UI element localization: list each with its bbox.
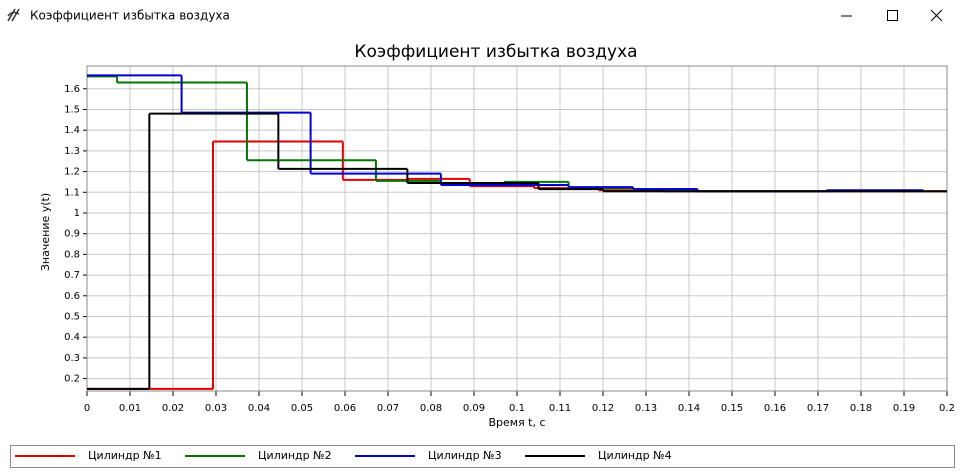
- x-tick-label: 0.15: [721, 403, 743, 414]
- x-tick-label: 0.04: [248, 403, 270, 414]
- x-tick-label: 0.06: [334, 403, 356, 414]
- y-tick-label: 1.2: [64, 167, 80, 178]
- y-tick-label: 1: [74, 208, 80, 219]
- window-icon: [7, 8, 20, 22]
- x-tick-label: 0.02: [162, 403, 184, 414]
- legend-label: Цилиндр №2: [258, 449, 332, 462]
- y-tick-label: 0.6: [64, 291, 80, 302]
- y-tick-label: 0.3: [64, 353, 80, 364]
- x-tick-label: 0.01: [119, 403, 141, 414]
- y-tick-label: 0.8: [64, 249, 80, 260]
- x-tick-label: 0.09: [463, 403, 485, 414]
- x-tick-label: 0.14: [678, 403, 700, 414]
- x-axis-label: Время t, с: [488, 416, 545, 429]
- legend-label: Цилиндр №1: [88, 449, 162, 462]
- y-tick-label: 1.6: [64, 84, 80, 95]
- x-tick-label: 0.11: [549, 403, 571, 414]
- y-axis-label: Значение y(t): [39, 193, 52, 271]
- maximize-button[interactable]: [887, 10, 898, 21]
- legend-box: [10, 445, 955, 468]
- x-tick-label: 0.12: [592, 403, 614, 414]
- y-tick-label: 0.2: [64, 374, 80, 385]
- y-tick-label: 0.4: [64, 332, 80, 343]
- x-tick-label: 0.18: [850, 403, 872, 414]
- x-tick-label: 0.08: [420, 403, 442, 414]
- legend-label: Цилиндр №3: [428, 449, 502, 462]
- x-tick-label: 0.19: [893, 403, 915, 414]
- plot-border: [86, 65, 948, 392]
- x-tick-label: 0.2: [939, 403, 955, 414]
- x-tick-label: 0.1: [509, 403, 525, 414]
- window-title: Коэффициент избытка воздуха: [30, 9, 230, 23]
- y-tick-label: 1.5: [64, 104, 80, 115]
- plot-area: 0.2 0.3 0.4 0.5 0.6 0.7 0.8 0.9 1 1.1 1.2 1.3 1.4 1.5…: [64, 65, 955, 414]
- x-tick-label: 0.03: [205, 403, 227, 414]
- y-tick-label: 0.7: [64, 270, 80, 281]
- chart-title: Коэффициент избытка воздуха: [354, 42, 637, 62]
- x-tick-label: 0: [84, 403, 90, 414]
- x-tick-label: 0.05: [291, 403, 313, 414]
- y-tick-label: 1.4: [64, 125, 80, 136]
- x-tick-label: 0.13: [635, 403, 657, 414]
- close-button[interactable]: [930, 9, 943, 22]
- y-tick-label: 1.1: [64, 187, 80, 198]
- x-tick-label: 0.16: [764, 403, 786, 414]
- legend-label: Цилиндр №4: [598, 449, 672, 462]
- y-tick-label: 0.9: [64, 229, 80, 240]
- x-tick-label: 0.17: [807, 403, 829, 414]
- y-tick-label: 0.5: [64, 311, 80, 322]
- y-tick-label: 1.3: [64, 146, 80, 157]
- x-tick-label: 0.07: [377, 403, 399, 414]
